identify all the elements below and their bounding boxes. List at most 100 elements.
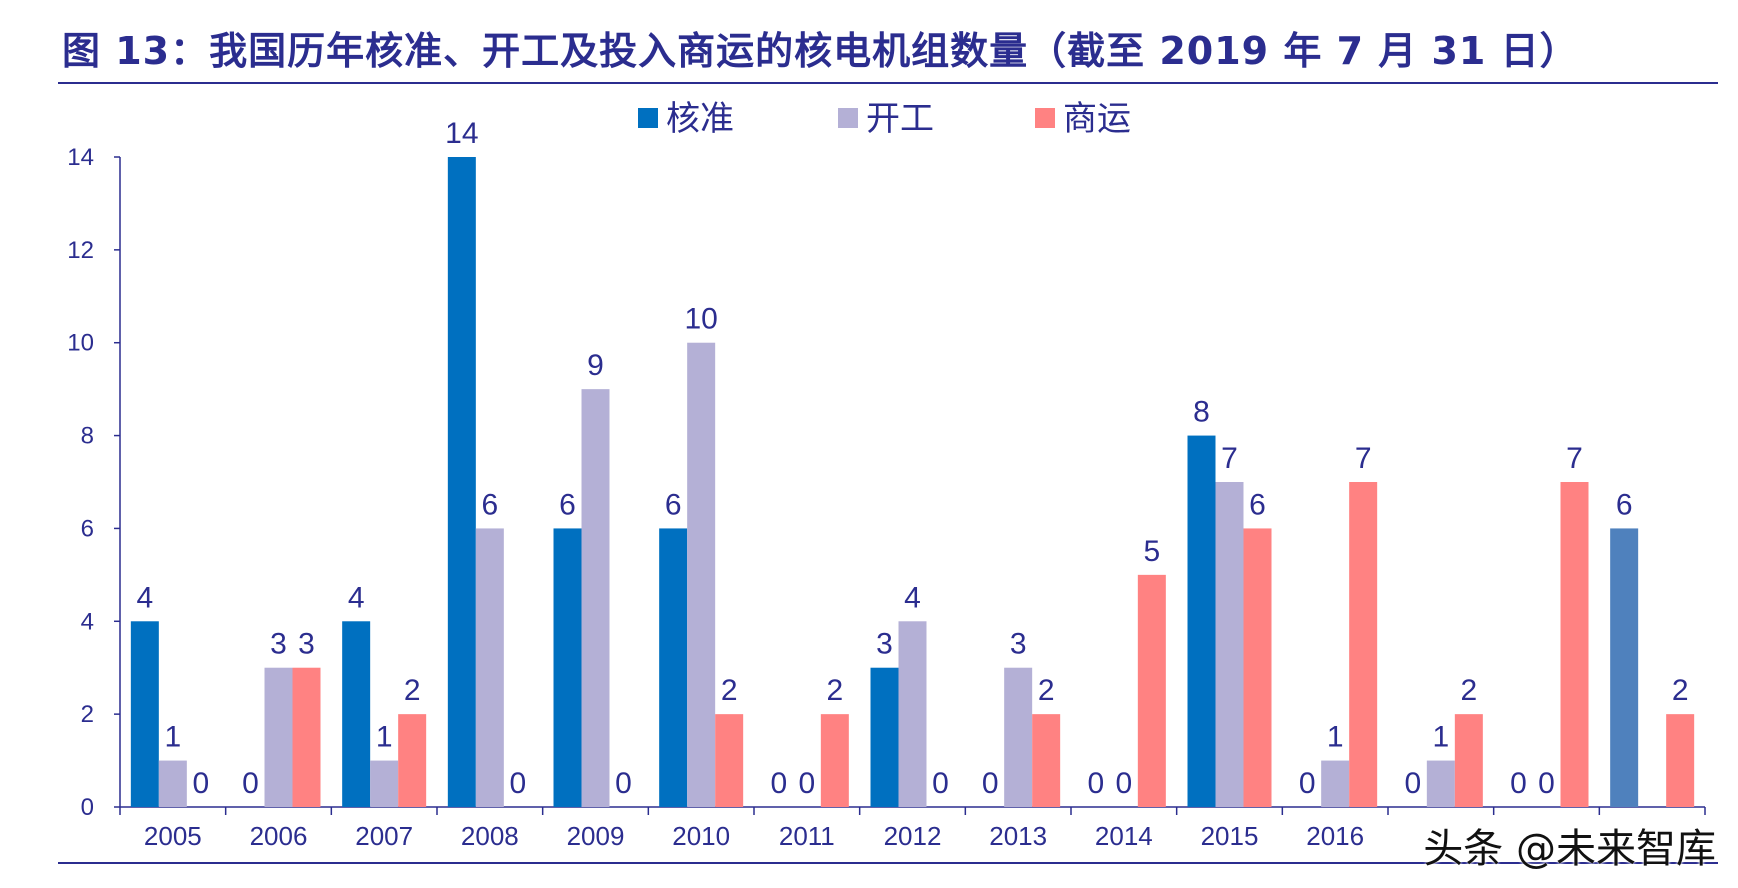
bar-construction [1215, 482, 1244, 807]
y-tick-label: 6 [81, 515, 94, 542]
x-category-label: 2016 [1306, 821, 1364, 851]
page-title: 图 13：我国历年核准、开工及投入商运的核电机组数量（截至 2019 年 7 月… [62, 29, 1579, 73]
data-label-construction: 3 [270, 628, 287, 661]
bar-approved [342, 621, 371, 807]
data-label-construction: 1 [376, 721, 393, 754]
y-tick-label: 8 [81, 423, 94, 450]
bar-commercial [1137, 574, 1166, 807]
data-label-commercial: 7 [1355, 442, 1372, 475]
legend-label-commercial: 商运 [1063, 99, 1131, 139]
bar-construction [475, 528, 504, 807]
bar-commercial [1560, 482, 1589, 807]
data-label-commercial: 7 [1566, 442, 1583, 475]
data-label-construction: 1 [1432, 721, 1449, 754]
bar-construction [1426, 760, 1455, 807]
bar-construction [581, 389, 610, 807]
data-label-approved: 0 [1087, 767, 1104, 800]
data-label-construction: 1 [1327, 721, 1344, 754]
data-label-commercial: 2 [404, 674, 421, 707]
data-label-approved: 0 [1510, 767, 1527, 800]
legend-label-construction: 开工 [866, 99, 934, 139]
bar-commercial [292, 667, 321, 807]
x-category-label: 2005 [144, 821, 202, 851]
footer-divider [58, 862, 1718, 864]
data-label-commercial: 2 [1672, 674, 1689, 707]
bar-construction [370, 760, 399, 807]
data-label-construction: 0 [1115, 767, 1132, 800]
watermark: 头条 @未来智库 [1423, 826, 1716, 872]
chart-bars [130, 157, 1695, 807]
bar-commercial [1454, 714, 1483, 807]
data-label-construction: 1 [164, 721, 181, 754]
data-label-construction: 3 [1010, 628, 1027, 661]
data-label-approved: 4 [348, 581, 365, 614]
x-category-label: 2010 [672, 821, 730, 851]
y-tick-label: 4 [81, 608, 94, 635]
bar-approved [870, 667, 899, 807]
y-tick-label: 12 [67, 237, 94, 264]
bar-construction [158, 760, 187, 807]
data-label-commercial: 5 [1143, 535, 1160, 568]
data-label-approved: 0 [770, 767, 787, 800]
legend-swatch-commercial [1035, 108, 1055, 128]
x-category-label: 2013 [989, 821, 1047, 851]
data-label-approved: 6 [1616, 488, 1633, 521]
data-label-approved: 4 [136, 581, 153, 614]
data-label-construction: 0 [798, 767, 815, 800]
data-label-approved: 6 [665, 488, 682, 521]
data-label-commercial: 2 [721, 674, 738, 707]
legend-swatch-approved [638, 108, 658, 128]
x-category-label: 2009 [567, 821, 625, 851]
bar-commercial [398, 714, 427, 807]
bar-commercial [1666, 714, 1695, 807]
data-label-approved: 6 [559, 488, 576, 521]
data-label-commercial: 2 [1460, 674, 1477, 707]
x-category-label: 2007 [355, 821, 413, 851]
x-category-label: 2012 [884, 821, 942, 851]
data-label-commercial: 2 [1038, 674, 1055, 707]
data-label-construction: 0 [1538, 767, 1555, 800]
bar-approved [1187, 435, 1216, 807]
data-label-construction: 9 [587, 349, 604, 382]
legend-swatch-construction [838, 108, 858, 128]
data-label-commercial: 0 [932, 767, 949, 800]
bar-commercial [1243, 528, 1272, 807]
x-category-label: 2014 [1095, 821, 1153, 851]
bar-construction [898, 621, 927, 807]
data-label-approved: 14 [445, 117, 478, 150]
data-label-approved: 3 [876, 628, 893, 661]
title-divider [58, 82, 1718, 84]
bar-approved [659, 528, 688, 807]
data-label-approved: 0 [1299, 767, 1316, 800]
data-label-commercial: 2 [826, 674, 843, 707]
bar-approved [1610, 528, 1639, 807]
bar-construction [1321, 760, 1350, 807]
chart-legend: 核准 开工 商运 [638, 99, 1131, 139]
data-label-commercial: 3 [298, 628, 315, 661]
y-tick-label: 10 [67, 330, 94, 357]
data-label-construction: 4 [904, 581, 921, 614]
y-tick-label: 0 [81, 794, 94, 821]
data-label-approved: 0 [982, 767, 999, 800]
bar-construction [1004, 667, 1033, 807]
data-label-approved: 0 [1404, 767, 1421, 800]
bar-approved [447, 157, 476, 807]
x-category-label: 2008 [461, 821, 519, 851]
bar-approved [553, 528, 582, 807]
x-category-label: 2011 [779, 821, 835, 851]
bar-construction [264, 667, 293, 807]
data-label-commercial: 6 [1249, 488, 1266, 521]
data-label-approved: 8 [1193, 396, 1210, 429]
x-category-label: 2006 [250, 821, 308, 851]
data-label-construction: 10 [684, 303, 717, 336]
data-label-commercial: 0 [615, 767, 632, 800]
data-label-construction: 6 [481, 488, 498, 521]
bar-commercial [715, 714, 744, 807]
bar-commercial [820, 714, 849, 807]
y-tick-label: 2 [81, 701, 94, 728]
data-label-approved: 0 [242, 767, 259, 800]
y-tick-label: 14 [67, 144, 94, 171]
x-category-label: 2015 [1201, 821, 1259, 851]
